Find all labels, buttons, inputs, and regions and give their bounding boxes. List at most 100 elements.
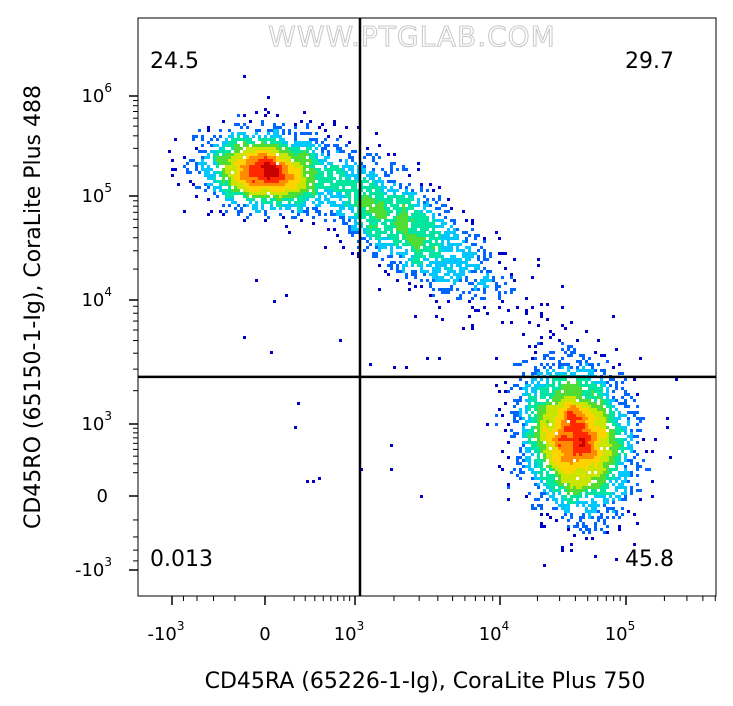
event-dot (579, 483, 582, 486)
event-dot (621, 462, 624, 465)
event-dot (273, 198, 276, 201)
event-dot (606, 471, 609, 474)
event-dot (246, 147, 249, 150)
event-dot (459, 276, 462, 279)
event-dot (537, 456, 540, 459)
event-dot (258, 159, 261, 162)
event-dot (588, 444, 591, 447)
event-dot (615, 459, 618, 462)
event-dot (267, 156, 270, 159)
event-dot (624, 447, 627, 450)
event-dot (540, 378, 543, 381)
event-dot (378, 195, 381, 198)
event-dot (252, 153, 255, 156)
event-dot (234, 153, 237, 156)
event-dot (486, 423, 489, 426)
event-dot (444, 267, 447, 270)
event-dot (234, 147, 237, 150)
event-dot (558, 372, 561, 375)
event-dot (480, 270, 483, 273)
event-dot (579, 402, 582, 405)
event-dot (543, 405, 546, 408)
event-dot (540, 387, 543, 390)
event-dot (237, 168, 240, 171)
event-dot (246, 180, 249, 183)
event-dot (423, 237, 426, 240)
event-dot (237, 138, 240, 141)
event-dot (339, 168, 342, 171)
event-dot (303, 132, 306, 135)
event-dot (540, 435, 543, 438)
event-dot (249, 120, 252, 123)
event-dot (207, 141, 210, 144)
event-dot (528, 450, 531, 453)
event-dot (324, 138, 327, 141)
event-dot (279, 180, 282, 183)
event-dot (276, 201, 279, 204)
event-dot (192, 183, 195, 186)
event-dot (303, 111, 306, 114)
event-dot (618, 447, 621, 450)
event-dot (468, 258, 471, 261)
event-dot (468, 300, 471, 303)
event-dot (240, 156, 243, 159)
event-dot (402, 195, 405, 198)
event-dot (546, 444, 549, 447)
event-dot (606, 360, 609, 363)
event-dot (546, 429, 549, 432)
event-dot (402, 252, 405, 255)
event-dot (327, 168, 330, 171)
event-dot (549, 408, 552, 411)
event-dot (570, 513, 573, 516)
event-dot (471, 252, 474, 255)
event-dot (330, 162, 333, 165)
event-dot (477, 255, 480, 258)
event-dot (552, 408, 555, 411)
event-dot (219, 129, 222, 132)
event-dot (534, 444, 537, 447)
event-dot (591, 438, 594, 441)
event-dot (396, 189, 399, 192)
event-dot (384, 204, 387, 207)
event-dot (435, 207, 438, 210)
event-dot (297, 144, 300, 147)
event-dot (249, 159, 252, 162)
event-dot (597, 405, 600, 408)
event-dot (636, 489, 639, 492)
event-dot (525, 420, 528, 423)
event-dot (405, 234, 408, 237)
event-dot (627, 444, 630, 447)
event-dot (570, 429, 573, 432)
event-dot (552, 423, 555, 426)
event-dot (351, 165, 354, 168)
event-dot (342, 150, 345, 153)
event-dot (240, 183, 243, 186)
event-dot (318, 183, 321, 186)
event-dot (609, 492, 612, 495)
event-dot (537, 504, 540, 507)
event-dot (231, 138, 234, 141)
event-dot (597, 477, 600, 480)
event-dot (345, 165, 348, 168)
event-dot (573, 447, 576, 450)
event-dot (399, 255, 402, 258)
event-dot (240, 177, 243, 180)
event-dot (294, 180, 297, 183)
event-dot (483, 267, 486, 270)
event-dot (288, 132, 291, 135)
event-dot (567, 405, 570, 408)
event-dot (225, 153, 228, 156)
event-dot (252, 165, 255, 168)
event-dot (357, 198, 360, 201)
event-dot (234, 189, 237, 192)
event-dot (390, 243, 393, 246)
event-dot (609, 429, 612, 432)
event-dot (621, 483, 624, 486)
event-dot (591, 501, 594, 504)
event-dot (534, 435, 537, 438)
event-dot (567, 483, 570, 486)
event-dot (285, 180, 288, 183)
event-dot (594, 423, 597, 426)
event-dot (606, 510, 609, 513)
event-dot (567, 468, 570, 471)
